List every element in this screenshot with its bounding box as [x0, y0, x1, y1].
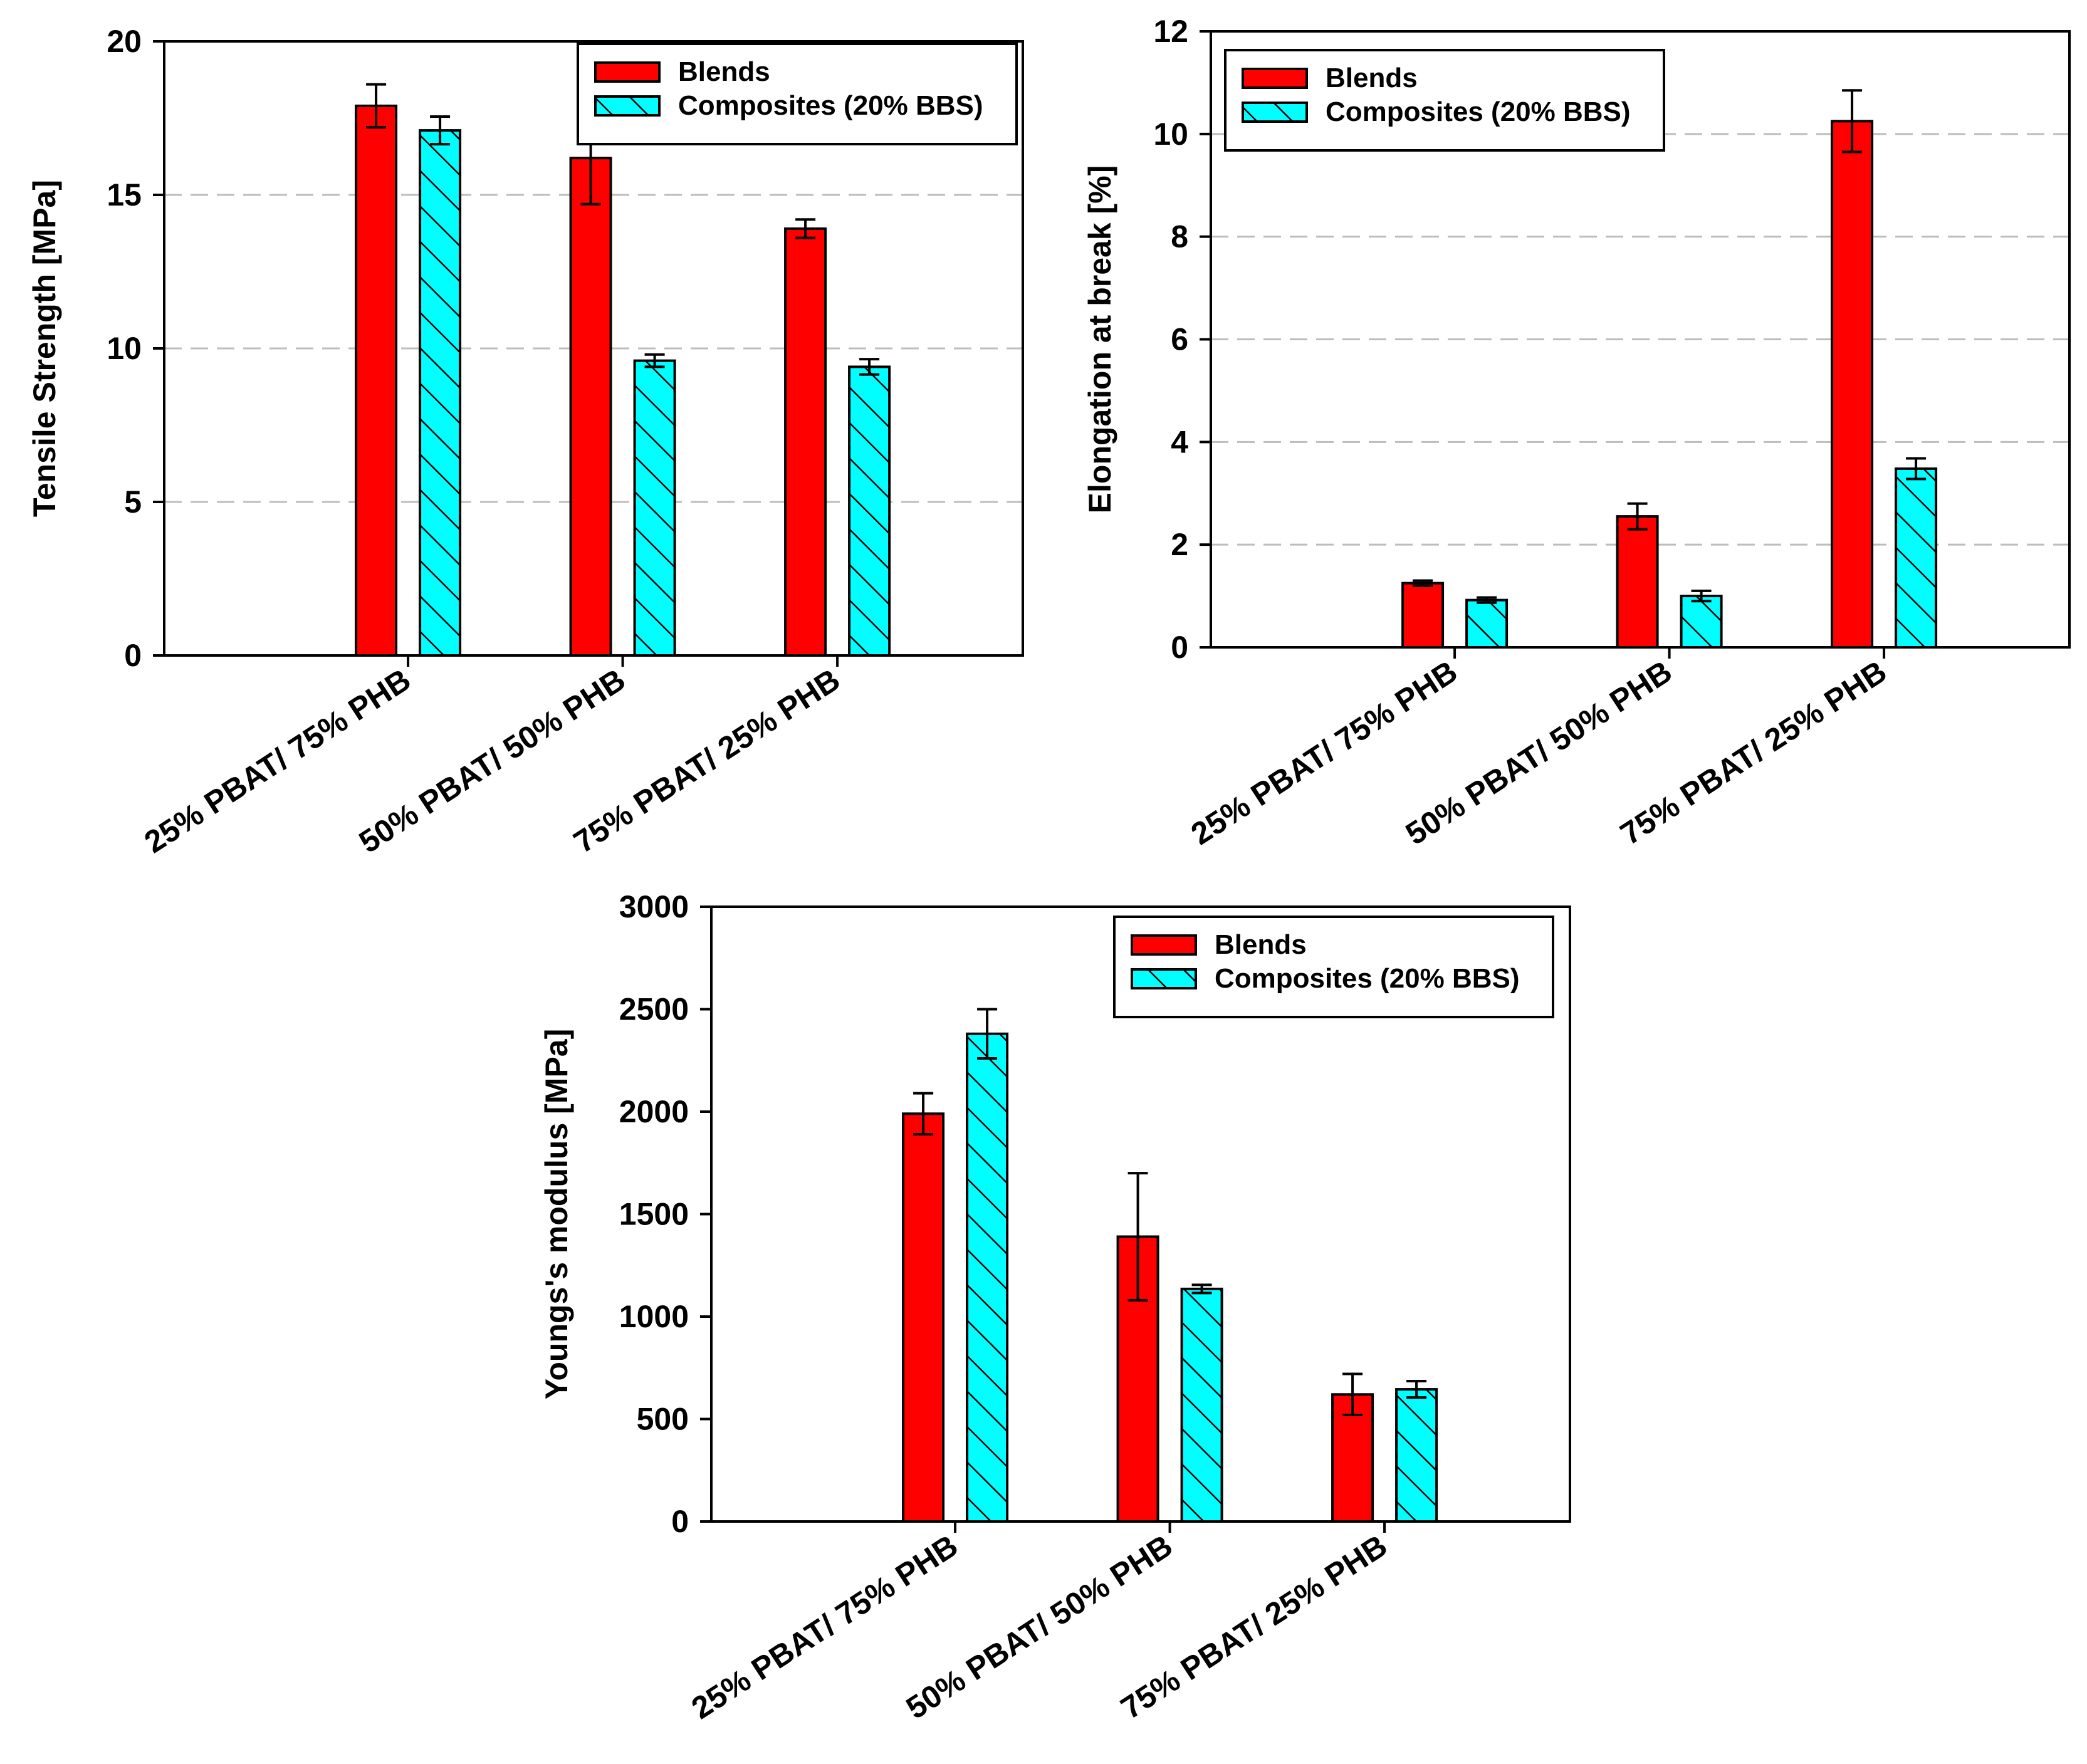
legend-label-blends: Blends — [1326, 63, 1418, 93]
y-tick-label: 4 — [1171, 424, 1188, 459]
y-tick-label: 5 — [124, 484, 142, 519]
legend-label-blends: Blends — [678, 56, 770, 87]
bar-composites — [1895, 467, 1938, 649]
legend-box — [1113, 916, 1554, 1018]
y-tick-label: 3000 — [619, 889, 689, 924]
legend-swatch-blends — [1242, 68, 1308, 89]
legend-box — [577, 43, 1018, 145]
y-tick-label: 1000 — [619, 1299, 689, 1334]
y-tick-label: 12 — [1153, 14, 1188, 49]
legend-swatch-blends — [594, 61, 661, 83]
legend-label-composites: Composites (20% BBS) — [678, 90, 983, 121]
y-tick-label: 6 — [1171, 322, 1188, 357]
legend-label-blends: Blends — [1215, 929, 1307, 960]
bar-blends — [902, 1112, 945, 1523]
legend-label-composites: Composites (20% BBS) — [1215, 963, 1520, 994]
legend-swatch-composites — [1242, 102, 1308, 123]
y-tick-label: 1500 — [619, 1197, 689, 1232]
legend-swatch-composites — [1131, 968, 1197, 989]
bar-composites — [633, 359, 676, 657]
y-tick-label: 20 — [107, 24, 142, 59]
y-tick-label: 0 — [124, 638, 142, 673]
bar-composites — [1395, 1388, 1438, 1523]
bar-composites — [966, 1032, 1009, 1523]
bar-blends — [1401, 582, 1445, 649]
bar-composites — [1465, 598, 1509, 649]
bar-composites — [419, 129, 462, 657]
y-tick-label: 2 — [1171, 527, 1188, 562]
legend-box — [1224, 49, 1665, 152]
y-tick-label: 15 — [107, 177, 142, 212]
bar-blends — [1616, 515, 1659, 649]
legend: Blends Composites (20% BBS) — [1224, 49, 1665, 152]
legend-swatch-blends — [1131, 934, 1197, 956]
bar-composites — [1180, 1287, 1223, 1523]
bar-blends — [569, 157, 612, 657]
y-tick-label: 2000 — [619, 1094, 689, 1129]
bar-blends — [784, 227, 827, 657]
y-tick-label: 8 — [1171, 219, 1188, 254]
legend-swatch-composites — [594, 95, 661, 117]
y-tick-label: 2500 — [619, 992, 689, 1027]
bar-composites — [848, 365, 891, 657]
y-tick-label: 10 — [1153, 117, 1188, 152]
y-tick-label: 0 — [671, 1504, 689, 1539]
bar-composites — [1680, 595, 1723, 649]
y-axis-label: Tensile Strength [MPa] — [27, 180, 62, 517]
y-tick-label: 10 — [107, 331, 142, 366]
bar-blends — [355, 104, 398, 657]
bar-blends — [1831, 120, 1874, 649]
y-axis-label: Youngs's modulus [MPa] — [539, 1029, 574, 1400]
y-tick-label: 0 — [1171, 630, 1188, 665]
y-tick-label: 500 — [637, 1402, 689, 1437]
legend-label-composites: Composites (20% BBS) — [1326, 97, 1631, 127]
y-axis-label: Elongation at break [%] — [1082, 165, 1117, 514]
